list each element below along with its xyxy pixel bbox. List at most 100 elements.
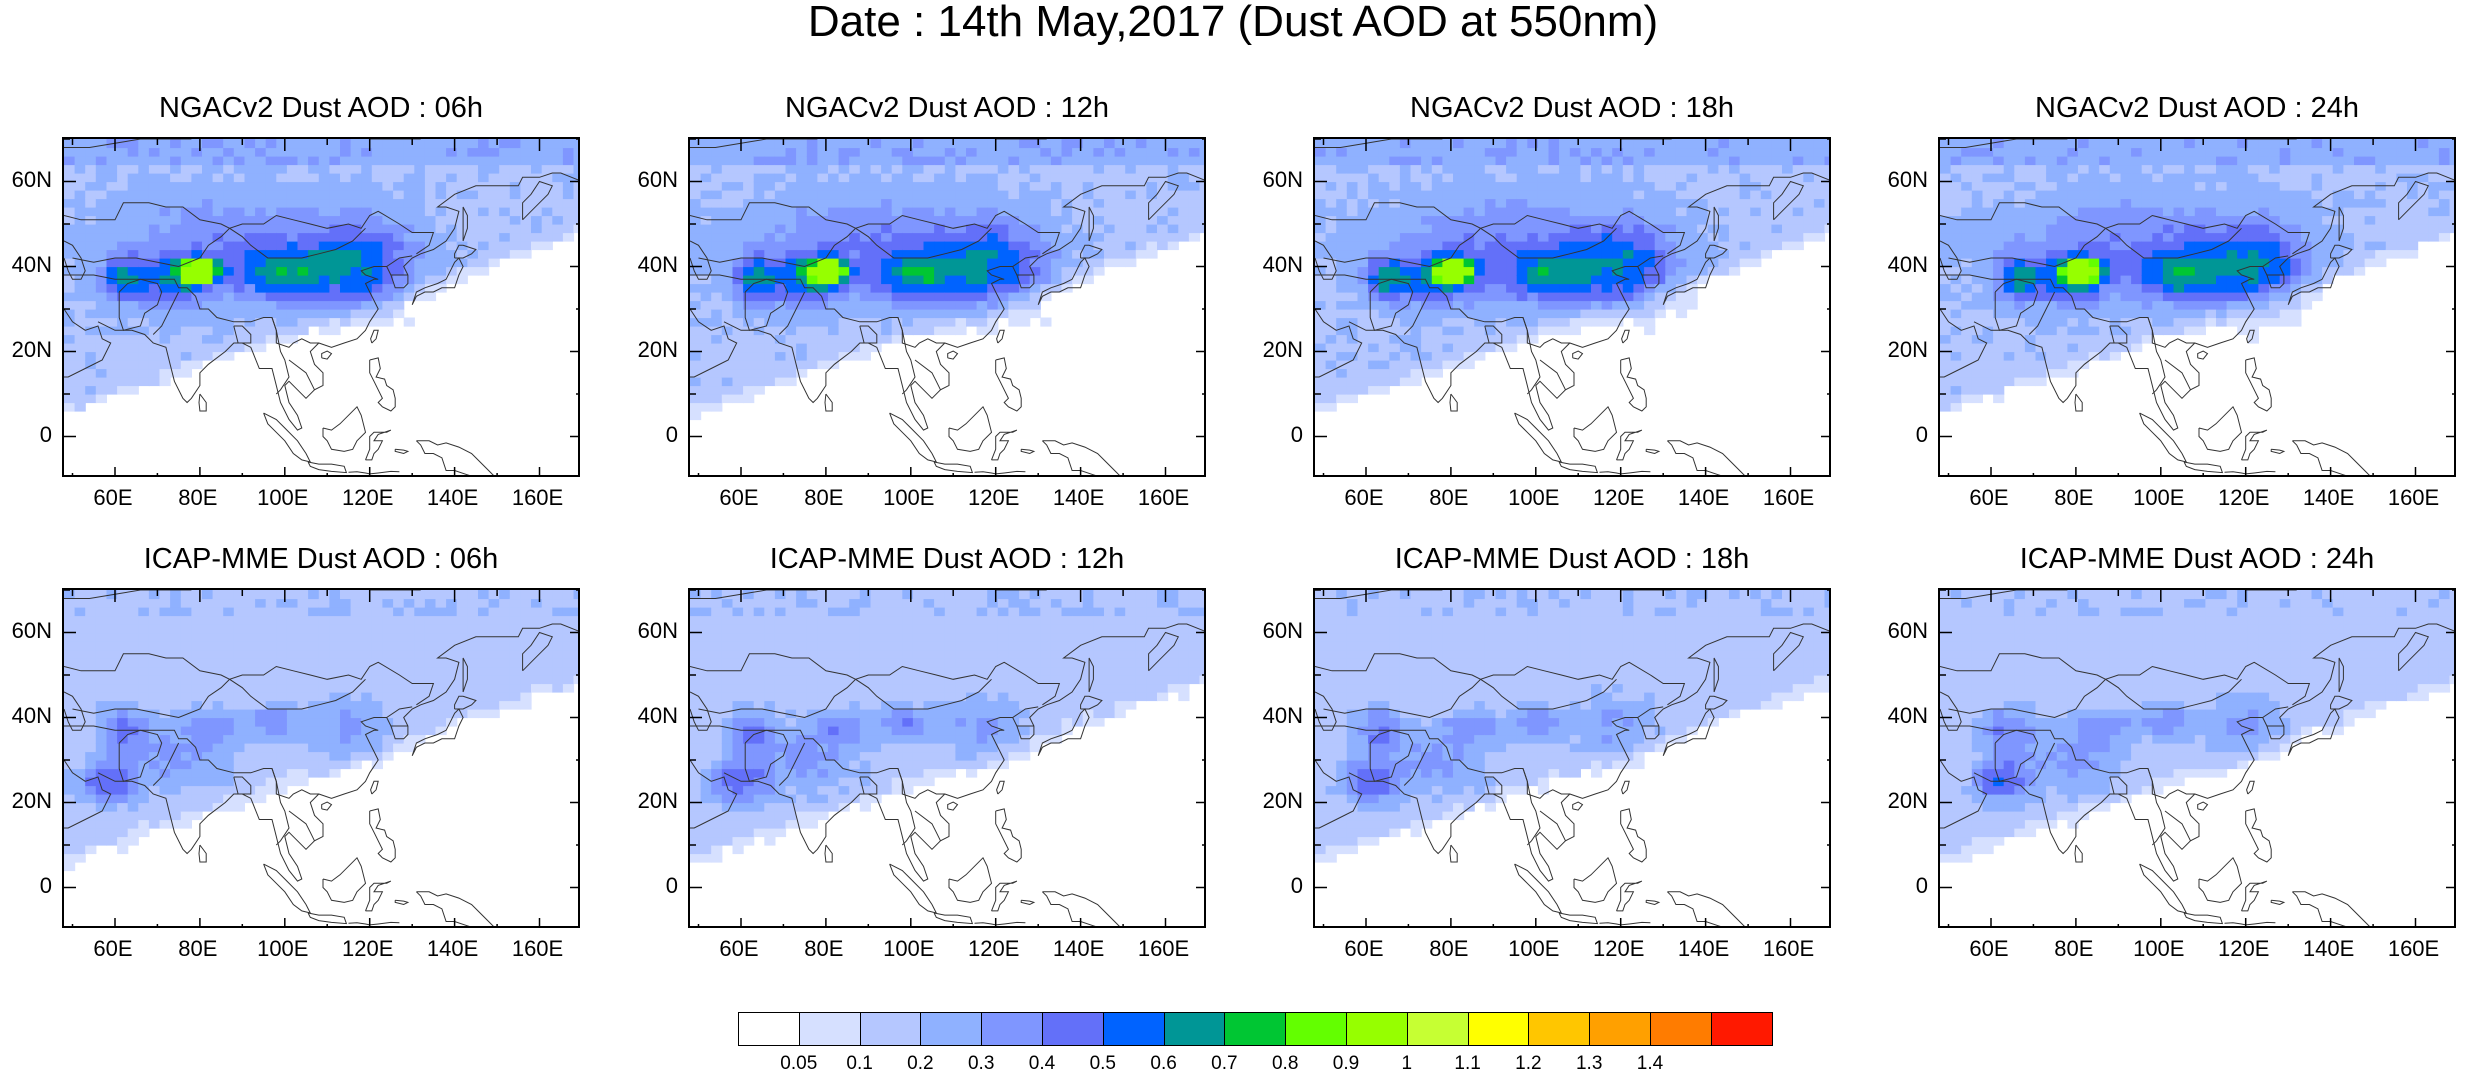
y-tick-label: 0 [618, 424, 678, 446]
aod-field [1940, 139, 2456, 412]
panel-title: NGACv2 Dust AOD : 12h [647, 93, 1247, 123]
colorbar-label: 0.5 [1073, 1054, 1133, 1074]
colorbar-swatch [860, 1012, 922, 1046]
x-tick-label: 140E [2289, 938, 2369, 960]
x-tick-label: 60E [73, 487, 153, 509]
x-tick-label: 160E [2374, 938, 2454, 960]
x-tick-label: 100E [243, 938, 323, 960]
x-tick-label: 120E [954, 487, 1034, 509]
y-tick-label: 60N [1243, 169, 1303, 191]
colorbar-swatch [1711, 1012, 1773, 1046]
aod-map [690, 590, 1206, 928]
panel-title: ICAP-MME Dust AOD : 12h [647, 544, 1247, 574]
x-tick-label: 60E [699, 938, 779, 960]
colorbar-label: 1.3 [1559, 1054, 1619, 1074]
colorbar-swatch [1589, 1012, 1651, 1046]
y-tick-label: 40N [1868, 705, 1928, 727]
x-tick-label: 140E [1664, 487, 1744, 509]
panel-title: NGACv2 Dust AOD : 06h [21, 93, 621, 123]
colorbar-swatch [1164, 1012, 1226, 1046]
x-tick-label: 120E [954, 938, 1034, 960]
y-tick-label: 60N [0, 169, 52, 191]
colorbar-label: 1.1 [1438, 1054, 1498, 1074]
colorbar-swatch [1650, 1012, 1712, 1046]
x-tick-label: 120E [1579, 938, 1659, 960]
aod-map [1315, 139, 1831, 477]
colorbar-swatch [1285, 1012, 1347, 1046]
y-tick-label: 60N [1868, 620, 1928, 642]
y-tick-label: 40N [0, 254, 52, 276]
figure-title: Date : 14th May,2017 (Dust AOD at 550nm) [0, 0, 2466, 44]
x-tick-label: 60E [1949, 487, 2029, 509]
colorbar-swatch [1528, 1012, 1590, 1046]
y-tick-label: 20N [1243, 790, 1303, 812]
y-tick-label: 0 [1868, 875, 1928, 897]
x-tick-label: 60E [699, 487, 779, 509]
y-tick-label: 60N [618, 620, 678, 642]
x-tick-label: 80E [2034, 487, 2114, 509]
colorbar-swatch [738, 1012, 800, 1046]
x-tick-label: 140E [2289, 487, 2369, 509]
y-tick-label: 40N [0, 705, 52, 727]
x-tick-label: 120E [1579, 487, 1659, 509]
y-tick-label: 0 [1243, 875, 1303, 897]
y-tick-label: 0 [1868, 424, 1928, 446]
x-tick-label: 120E [328, 938, 408, 960]
x-tick-label: 80E [784, 938, 864, 960]
x-tick-label: 60E [1324, 938, 1404, 960]
x-tick-label: 100E [243, 487, 323, 509]
map-panel [62, 588, 580, 928]
aod-map [1315, 590, 1831, 928]
y-tick-label: 40N [618, 705, 678, 727]
map-panel [1938, 137, 2456, 477]
map-panel [688, 588, 1206, 928]
aod-map [690, 139, 1206, 477]
x-tick-label: 100E [869, 938, 949, 960]
y-tick-label: 20N [0, 339, 52, 361]
aod-field [1315, 590, 1831, 863]
y-tick-label: 60N [1243, 620, 1303, 642]
y-tick-label: 0 [0, 424, 52, 446]
map-panel [1938, 588, 2456, 928]
x-tick-label: 60E [73, 938, 153, 960]
y-tick-label: 0 [1243, 424, 1303, 446]
y-tick-label: 20N [1868, 790, 1928, 812]
aod-map [64, 590, 580, 928]
colorbar-label: 0.2 [890, 1054, 950, 1074]
x-tick-label: 120E [328, 487, 408, 509]
colorbar-swatch [920, 1012, 982, 1046]
x-tick-label: 80E [1409, 487, 1489, 509]
aod-map [64, 139, 580, 477]
aod-field [1315, 139, 1831, 412]
y-tick-label: 0 [618, 875, 678, 897]
y-tick-label: 60N [0, 620, 52, 642]
x-tick-label: 140E [413, 938, 493, 960]
y-tick-label: 40N [1243, 705, 1303, 727]
aod-map [1940, 139, 2456, 477]
colorbar-swatch [1407, 1012, 1469, 1046]
y-tick-label: 0 [0, 875, 52, 897]
x-tick-label: 160E [1124, 487, 1204, 509]
y-tick-label: 20N [618, 790, 678, 812]
y-tick-label: 60N [1868, 169, 1928, 191]
map-panel [1313, 588, 1831, 928]
colorbar-label: 0.4 [1012, 1054, 1072, 1074]
x-tick-label: 160E [1749, 938, 1829, 960]
x-tick-label: 120E [2204, 487, 2284, 509]
x-tick-label: 160E [2374, 487, 2454, 509]
y-tick-label: 40N [1243, 254, 1303, 276]
colorbar-label: 0.9 [1316, 1054, 1376, 1074]
colorbar-label: 0.8 [1255, 1054, 1315, 1074]
x-tick-label: 100E [869, 487, 949, 509]
colorbar-swatch [1346, 1012, 1408, 1046]
x-tick-label: 160E [498, 487, 578, 509]
aod-field [1940, 590, 2456, 863]
map-panel [62, 137, 580, 477]
map-panel [1313, 137, 1831, 477]
x-tick-label: 60E [1949, 938, 2029, 960]
x-tick-label: 80E [2034, 938, 2114, 960]
colorbar-label: 1.2 [1498, 1054, 1558, 1074]
y-tick-label: 20N [0, 790, 52, 812]
map-panel [688, 137, 1206, 477]
colorbar-swatch [1224, 1012, 1286, 1046]
